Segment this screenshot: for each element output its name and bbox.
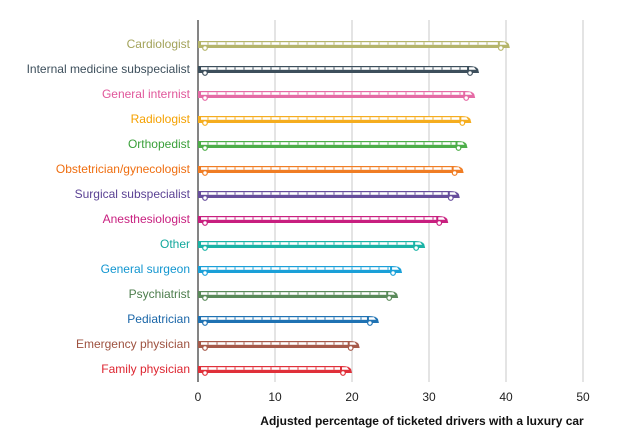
- bar-window: [201, 167, 452, 170]
- bar-psychiatrist: [198, 291, 399, 301]
- category-label: Family physician: [101, 362, 190, 376]
- rear-wheel: [202, 95, 208, 101]
- front-wheel: [467, 70, 473, 76]
- bar-family-physician: [198, 366, 352, 376]
- bar-surgical-subspecialist: [198, 191, 460, 201]
- x-tick-label-20: 20: [345, 390, 359, 404]
- rear-wheel: [202, 45, 208, 51]
- category-label: Pediatrician: [127, 312, 190, 326]
- bar-windshield: [342, 367, 349, 370]
- rear-wheel: [202, 220, 208, 226]
- rear-wheel: [202, 345, 208, 351]
- bar-cardiologist: [198, 41, 510, 51]
- bar-windshield: [461, 117, 469, 120]
- x-axis: 0 10 20 30 40 50: [195, 390, 590, 404]
- category-label: Psychiatrist: [129, 287, 191, 301]
- bar-other: [198, 241, 426, 251]
- bar-window: [201, 267, 391, 270]
- bar-windshield: [388, 292, 396, 295]
- bar-windshield: [392, 267, 400, 270]
- category-label: Other: [160, 237, 190, 251]
- rear-wheel: [202, 120, 208, 126]
- bar-window: [201, 117, 460, 120]
- bar-windshield: [449, 192, 457, 195]
- front-wheel: [386, 295, 393, 301]
- category-label: Radiologist: [131, 112, 191, 126]
- category-label: General surgeon: [101, 262, 190, 276]
- rear-wheel: [202, 70, 208, 76]
- bar-windshield: [349, 342, 357, 345]
- x-axis-title: Adjusted percentage of ticketed drivers …: [260, 414, 584, 428]
- bar-orthopedist: [198, 141, 468, 151]
- x-tick-label-40: 40: [499, 390, 513, 404]
- front-wheel: [447, 195, 454, 201]
- front-wheel: [451, 170, 458, 176]
- bar-general-surgeon: [198, 266, 403, 276]
- bar-windshield: [499, 42, 507, 45]
- bar-windshield: [469, 67, 477, 70]
- x-tick-label-50: 50: [576, 390, 590, 404]
- bar-windshield: [368, 317, 376, 320]
- bar-window: [201, 142, 456, 145]
- rear-wheel: [202, 320, 208, 326]
- grid-lines: [197, 20, 584, 382]
- category-label: Surgical subspecialist: [75, 187, 191, 201]
- bar-window: [201, 92, 464, 95]
- bar-windshield: [453, 167, 461, 170]
- front-wheel: [347, 345, 354, 351]
- category-label: Emergency physician: [76, 337, 190, 351]
- bar-radiologist: [198, 116, 472, 126]
- category-label: Anesthesiologist: [103, 212, 191, 226]
- rear-wheel: [202, 195, 208, 201]
- bar-windshield: [457, 142, 465, 145]
- bar-windshield: [465, 92, 473, 95]
- category-label: Orthopedist: [128, 137, 191, 151]
- bar-window: [201, 217, 437, 220]
- bar-internal-medicine-subspecialist: [198, 66, 480, 76]
- bar-window: [201, 342, 348, 345]
- bar-window: [201, 292, 387, 295]
- category-label: Cardiologist: [127, 37, 191, 51]
- rear-wheel: [202, 270, 208, 276]
- category-label: Obstetrician/gynecologist: [56, 162, 191, 176]
- bar-anesthesiologist: [198, 216, 449, 226]
- bar-windshield: [415, 242, 423, 245]
- bar-obstetrician-gynecologist: [198, 166, 464, 176]
- front-wheel: [459, 120, 466, 126]
- category-labels: Cardiologist Internal medicine subspecial…: [27, 37, 191, 376]
- bar-windshield: [438, 217, 446, 220]
- front-wheel: [413, 245, 420, 251]
- rear-wheel: [202, 170, 208, 176]
- x-tick-label-10: 10: [268, 390, 282, 404]
- bar-pediatrician: [198, 316, 379, 326]
- front-wheel: [463, 95, 470, 101]
- rear-wheel: [202, 145, 208, 151]
- category-label: Internal medicine subspecialist: [27, 62, 191, 76]
- bar-window: [201, 192, 448, 195]
- bars: [198, 41, 510, 376]
- bar-general-internist: [198, 91, 476, 101]
- rear-wheel: [202, 245, 208, 251]
- bar-emergency-physician: [198, 341, 360, 351]
- rear-wheel: [202, 295, 208, 301]
- x-tick-label-30: 30: [422, 390, 436, 404]
- front-wheel: [497, 45, 504, 51]
- bar-window: [201, 42, 498, 45]
- front-wheel: [340, 370, 346, 376]
- bar-window: [201, 317, 367, 320]
- rear-wheel: [202, 370, 208, 376]
- front-wheel: [455, 145, 462, 151]
- front-wheel: [367, 320, 373, 326]
- front-wheel: [436, 220, 443, 226]
- category-label: General internist: [102, 87, 191, 101]
- x-tick-label-0: 0: [195, 390, 202, 404]
- front-wheel: [390, 270, 396, 276]
